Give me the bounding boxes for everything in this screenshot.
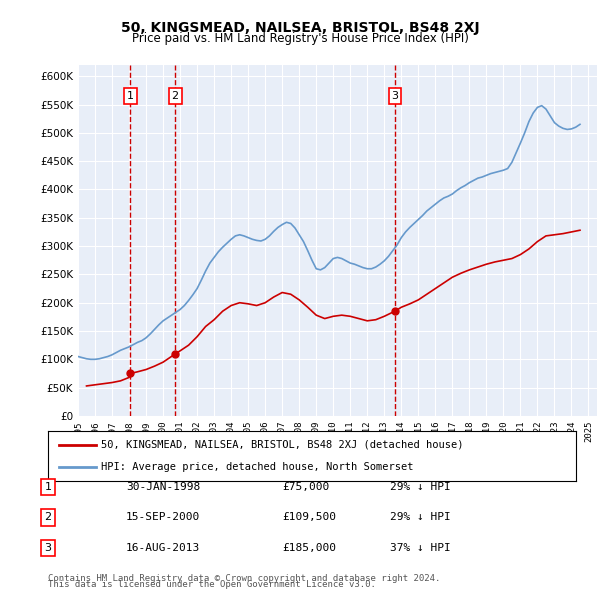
- Text: 30-JAN-1998: 30-JAN-1998: [126, 482, 200, 491]
- Text: 3: 3: [44, 543, 52, 553]
- Text: HPI: Average price, detached house, North Somerset: HPI: Average price, detached house, Nort…: [101, 462, 413, 472]
- Text: Price paid vs. HM Land Registry's House Price Index (HPI): Price paid vs. HM Land Registry's House …: [131, 32, 469, 45]
- Text: Contains HM Land Registry data © Crown copyright and database right 2024.: Contains HM Land Registry data © Crown c…: [48, 574, 440, 583]
- Text: 29% ↓ HPI: 29% ↓ HPI: [390, 482, 451, 491]
- Text: £185,000: £185,000: [282, 543, 336, 553]
- Text: £75,000: £75,000: [282, 482, 329, 491]
- Text: £109,500: £109,500: [282, 513, 336, 522]
- Text: 2: 2: [172, 91, 179, 101]
- Text: 50, KINGSMEAD, NAILSEA, BRISTOL, BS48 2XJ (detached house): 50, KINGSMEAD, NAILSEA, BRISTOL, BS48 2X…: [101, 440, 463, 450]
- Text: 2: 2: [44, 513, 52, 522]
- Text: 1: 1: [127, 91, 134, 101]
- Text: 16-AUG-2013: 16-AUG-2013: [126, 543, 200, 553]
- Text: 37% ↓ HPI: 37% ↓ HPI: [390, 543, 451, 553]
- Text: 50, KINGSMEAD, NAILSEA, BRISTOL, BS48 2XJ: 50, KINGSMEAD, NAILSEA, BRISTOL, BS48 2X…: [121, 21, 479, 35]
- Text: 29% ↓ HPI: 29% ↓ HPI: [390, 513, 451, 522]
- Text: 1: 1: [44, 482, 52, 491]
- Text: This data is licensed under the Open Government Licence v3.0.: This data is licensed under the Open Gov…: [48, 580, 376, 589]
- Text: 15-SEP-2000: 15-SEP-2000: [126, 513, 200, 522]
- Text: 3: 3: [391, 91, 398, 101]
